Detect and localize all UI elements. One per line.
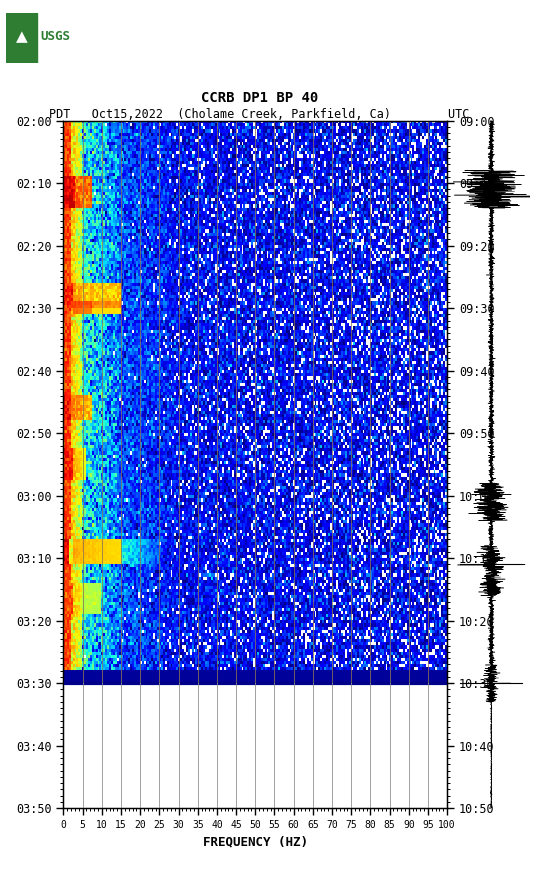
Bar [63, 683, 447, 808]
Text: CCRB DP1 BP 40: CCRB DP1 BP 40 [201, 91, 318, 105]
Text: PDT   Oct15,2022  (Cholame Creek, Parkfield, Ca)        UTC: PDT Oct15,2022 (Cholame Creek, Parkfield… [49, 108, 470, 121]
Text: ▲: ▲ [15, 29, 27, 45]
Text: USGS: USGS [41, 30, 71, 44]
X-axis label: FREQUENCY (HZ): FREQUENCY (HZ) [203, 836, 308, 848]
Bar [6, 13, 38, 63]
